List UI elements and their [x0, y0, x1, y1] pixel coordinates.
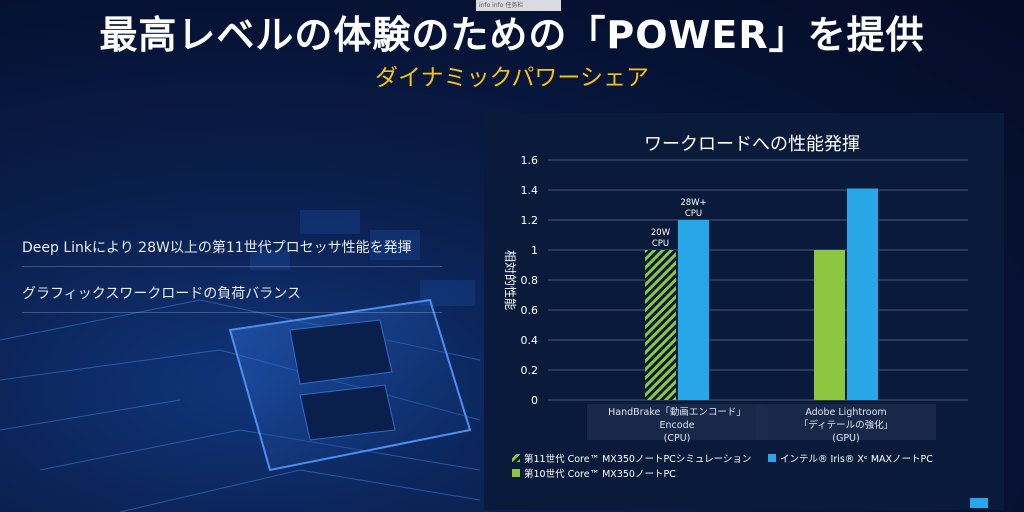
category-label: (GPU): [832, 433, 859, 444]
category-label-box: [587, 404, 767, 440]
legend-swatch: [512, 469, 520, 477]
corner-logo-icon: [970, 498, 988, 508]
bar: [814, 250, 845, 400]
legend-label: インテル® Iris® Xᵉ MAXノートPC: [780, 454, 933, 465]
bar: [645, 250, 676, 400]
category-label: 「ディテールの強化」: [799, 419, 893, 431]
legend-swatch: [512, 454, 520, 462]
legend-label: 第11世代 Core™ MX350ノートPCシミュレーション: [524, 453, 751, 465]
y-tick-label: 1: [531, 244, 538, 257]
slide-subtitle: ダイナミックパワーシェア: [375, 65, 649, 91]
legend-label: 第10世代 Core™ MX350ノートPC: [524, 468, 676, 480]
chart-title: ワークロードへの性能発揮: [644, 134, 860, 155]
category-label: HandBrake「動画エンコード」: [608, 407, 746, 418]
bar-label: 20W: [651, 228, 671, 238]
divider: [22, 312, 442, 313]
category-label: Adobe Lightroom: [805, 407, 886, 418]
y-tick-label: 1.6: [521, 154, 539, 167]
bullet-deep-link: Deep Linkにより 28W以上の第11世代プロセッサ性能を発揮: [22, 240, 412, 256]
y-tick-label: 0.6: [521, 304, 539, 317]
y-tick-label: 0: [531, 394, 538, 407]
bar-label: CPU: [652, 239, 669, 249]
bar-label: 28W+: [680, 198, 706, 208]
y-axis-label: 相対的性能: [503, 250, 518, 310]
y-tick-label: 1.4: [521, 184, 539, 197]
bar: [847, 188, 878, 400]
y-tick-label: 0.4: [521, 334, 539, 347]
chart-panel: ワークロードへの性能発揮 1.6 1.4 1.2 1 0.8 0.6 0.4 0.2 0 相対的性能…: [484, 113, 1004, 510]
category-label: Encode: [660, 420, 695, 431]
bullet-graphics-balance: グラフィックスワークロードの負荷バランス: [22, 286, 302, 302]
divider: [22, 266, 442, 267]
taskbar-snippet: info info 任务栏: [476, 0, 561, 11]
y-tick-label: 0.8: [521, 274, 539, 287]
performance-chart: ワークロードへの性能発揮 1.6 1.4 1.2 1 0.8 0.6 0.4 0.2 0 相対的性能…: [503, 134, 968, 480]
legend-swatch: [768, 454, 776, 462]
y-tick-label: 0.2: [521, 364, 539, 377]
slide-title: 最高レベルの体験のための「POWER」を提供: [99, 13, 925, 57]
category-label-box: [756, 404, 936, 440]
category-label: (CPU): [664, 433, 691, 444]
bar: [678, 220, 709, 400]
y-tick-label: 1.2: [521, 214, 539, 227]
bar-label: CPU: [685, 209, 702, 219]
